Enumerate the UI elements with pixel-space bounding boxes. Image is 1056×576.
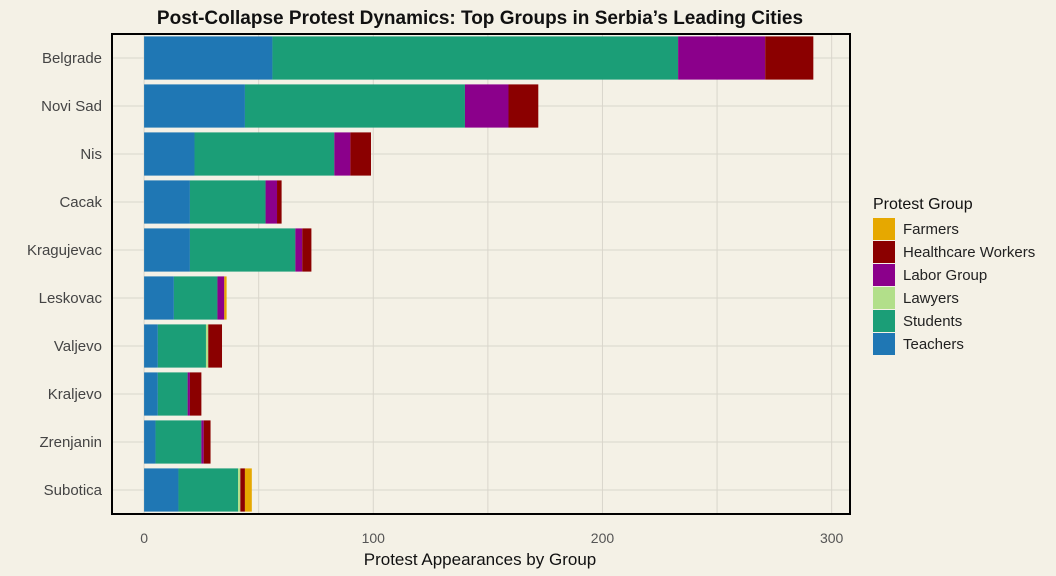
category-label: Subotica bbox=[44, 482, 103, 499]
legend-title: Protest Group bbox=[873, 196, 973, 213]
bar-segment-valjevo-healthcare-workers bbox=[208, 324, 223, 368]
category-label: Kraljevo bbox=[48, 386, 102, 403]
bar-segment-valjevo-students bbox=[157, 324, 206, 368]
bar-segment-nis-teachers bbox=[144, 132, 195, 176]
bar-segment-cacak-labor-group bbox=[265, 180, 278, 224]
bar-segment-novi-sad-labor-group bbox=[464, 84, 509, 128]
bar-segment-belgrade-healthcare-workers bbox=[765, 36, 814, 80]
bar-segment-subotica-students bbox=[178, 468, 239, 512]
bar-segment-nis-students bbox=[194, 132, 335, 176]
chart-title: Post-Collapse Protest Dynamics: Top Grou… bbox=[157, 8, 803, 29]
category-label: Belgrade bbox=[42, 50, 102, 67]
bar-segment-kraljevo-labor-group bbox=[187, 372, 190, 416]
legend-label: Labor Group bbox=[903, 267, 987, 284]
bar-segment-novi-sad-students bbox=[244, 84, 465, 128]
category-label: Zrenjanin bbox=[39, 434, 102, 451]
legend-label: Lawyers bbox=[903, 290, 959, 307]
legend-swatch bbox=[873, 310, 895, 332]
bar-segment-valjevo-lawyers bbox=[205, 324, 209, 368]
bar-segment-kragujevac-teachers bbox=[144, 228, 190, 272]
bar-segment-leskovac-students bbox=[173, 276, 218, 320]
x-tick-label: 200 bbox=[591, 530, 615, 546]
x-tick-label: 100 bbox=[362, 530, 386, 546]
legend-swatch bbox=[873, 264, 895, 286]
bar-segment-cacak-teachers bbox=[144, 180, 190, 224]
bar-segment-kraljevo-teachers bbox=[144, 372, 158, 416]
legend-label: Students bbox=[903, 313, 962, 330]
bar-segment-subotica-teachers bbox=[144, 468, 179, 512]
bar-segment-kragujevac-students bbox=[189, 228, 296, 272]
category-label: Novi Sad bbox=[41, 98, 102, 115]
x-tick-label: 300 bbox=[820, 530, 844, 546]
legend-label: Farmers bbox=[903, 221, 959, 238]
bar-segment-kraljevo-students bbox=[157, 372, 188, 416]
category-label: Leskovac bbox=[39, 290, 103, 307]
bar-segment-zrenjanin-healthcare-workers bbox=[203, 420, 211, 464]
bar-segment-kragujevac-labor-group bbox=[295, 228, 303, 272]
bars bbox=[144, 36, 814, 512]
bar-segment-novi-sad-teachers bbox=[144, 84, 245, 128]
x-tick-label: 0 bbox=[140, 530, 148, 546]
bar-segment-subotica-farmers bbox=[244, 468, 252, 512]
bar-segment-nis-labor-group bbox=[334, 132, 351, 176]
bar-segment-novi-sad-healthcare-workers bbox=[508, 84, 539, 128]
category-label: Kragujevac bbox=[27, 242, 103, 259]
bar-segment-subotica-lawyers bbox=[238, 468, 241, 512]
x-tick-labels: 0 100 200 300 bbox=[140, 530, 843, 546]
legend-swatch bbox=[873, 241, 895, 263]
category-label: Cacak bbox=[59, 194, 102, 211]
plot-border bbox=[111, 33, 851, 515]
bar-segment-zrenjanin-teachers bbox=[144, 420, 156, 464]
bar-segment-belgrade-students bbox=[272, 36, 679, 80]
legend-items: Farmers Healthcare Workers Labor Group Lawy… bbox=[873, 218, 1035, 355]
bar-segment-kraljevo-healthcare-workers bbox=[189, 372, 202, 416]
category-labels: Belgrade Novi Sad Nis Cacak Kragujevac Leskov… bbox=[27, 50, 103, 499]
bar-segment-belgrade-labor-group bbox=[678, 36, 766, 80]
category-label: Valjevo bbox=[54, 338, 102, 355]
bar-segment-leskovac-farmers bbox=[224, 276, 227, 320]
legend-swatch bbox=[873, 287, 895, 309]
bar-segment-zrenjanin-students bbox=[155, 420, 202, 464]
bar-segment-nis-healthcare-workers bbox=[350, 132, 371, 176]
bar-segment-cacak-students bbox=[189, 180, 266, 224]
category-label: Nis bbox=[80, 146, 102, 163]
bar-segment-valjevo-teachers bbox=[144, 324, 158, 368]
legend-label: Teachers bbox=[903, 336, 964, 353]
bar-segment-subotica-healthcare-workers bbox=[240, 468, 245, 512]
legend: Protest Group Farmers Healthcare Workers L… bbox=[873, 196, 1035, 355]
bar-segment-cacak-healthcare-workers bbox=[277, 180, 282, 224]
bar-segment-leskovac-labor-group bbox=[217, 276, 225, 320]
bar-segment-kragujevac-healthcare-workers bbox=[302, 228, 312, 272]
legend-label: Healthcare Workers bbox=[903, 244, 1035, 261]
legend-swatch bbox=[873, 333, 895, 355]
x-axis-title: Protest Appearances by Group bbox=[364, 550, 596, 569]
bar-segment-belgrade-teachers bbox=[144, 36, 273, 80]
legend-swatch bbox=[873, 218, 895, 240]
bar-segment-zrenjanin-labor-group bbox=[201, 420, 204, 464]
bar-segment-leskovac-teachers bbox=[144, 276, 174, 320]
